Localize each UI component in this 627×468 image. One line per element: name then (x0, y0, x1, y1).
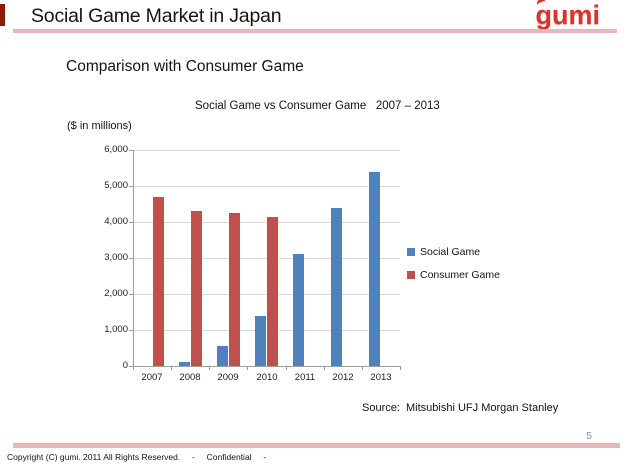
x-tick-mark (133, 366, 134, 370)
gumi-logo: gumi (535, 0, 601, 31)
title-accent-bar (0, 4, 5, 26)
gridline (133, 330, 400, 331)
bar-consumer-game-2008 (191, 211, 202, 366)
bar-consumer-game-2009 (229, 213, 240, 366)
y-tick-label: 3,000 (104, 252, 128, 263)
x-axis-line (133, 366, 400, 367)
header-divider (13, 29, 617, 33)
x-tick-label: 2009 (217, 372, 239, 383)
bar-social-game-2012 (331, 208, 342, 366)
bar-social-game-2013 (369, 172, 380, 366)
bar-social-game-2008 (179, 362, 190, 366)
x-tick-mark (324, 366, 325, 370)
chart-title: Social Game vs Consumer Game 2007 – 2013 (195, 100, 440, 112)
x-tick-mark (209, 366, 210, 370)
chart-units-label: ($ in millions) (67, 120, 132, 132)
x-tick-label: 2010 (256, 372, 278, 383)
slide-subtitle: Comparison with Consumer Game (66, 58, 304, 75)
x-tick-label: 2008 (179, 372, 201, 383)
x-tick-mark (400, 366, 401, 370)
y-tick-label: 6,000 (104, 144, 128, 155)
gridline (133, 186, 400, 187)
source-note: Source: Mitsubishi UFJ Morgan Stanley (362, 402, 559, 414)
bar-consumer-game-2010 (267, 217, 278, 366)
bar-consumer-game-2007 (153, 197, 164, 366)
gridline (133, 222, 400, 223)
x-tick-label: 2011 (294, 372, 316, 383)
bar-social-game-2011 (293, 254, 304, 366)
x-tick-mark (171, 366, 172, 370)
gridline (133, 294, 400, 295)
y-tick-mark (129, 186, 133, 187)
x-tick-mark (286, 366, 287, 370)
y-tick-mark (129, 222, 133, 223)
slide-title: Social Game Market in Japan (31, 5, 282, 27)
y-tick-mark (129, 330, 133, 331)
bar-social-game-2009 (217, 346, 228, 366)
y-tick-mark (129, 294, 133, 295)
copyright-text: Copyright (C) gumi. 2011 All Rights Rese… (7, 452, 267, 462)
y-tick-mark (129, 366, 133, 367)
x-tick-mark (362, 366, 363, 370)
bar-social-game-2010 (255, 316, 266, 366)
y-tick-label: 4,000 (104, 216, 128, 227)
x-tick-mark (247, 366, 248, 370)
x-tick-label: 2012 (332, 372, 354, 383)
y-axis-line (133, 150, 134, 367)
gridline (133, 150, 400, 151)
page-number: 5 (586, 430, 592, 442)
y-tick-label: 5,000 (104, 180, 128, 191)
x-tick-label: 2007 (141, 372, 163, 383)
y-tick-mark (129, 150, 133, 151)
y-tick-label: 1,000 (104, 324, 128, 335)
gridline (133, 258, 400, 259)
y-tick-label: 0 (122, 360, 128, 371)
gumi-logo-text: gumi (535, 0, 601, 30)
y-tick-mark (129, 258, 133, 259)
x-tick-label: 2013 (370, 372, 392, 383)
footer-divider (13, 443, 620, 448)
y-tick-label: 2,000 (104, 288, 128, 299)
